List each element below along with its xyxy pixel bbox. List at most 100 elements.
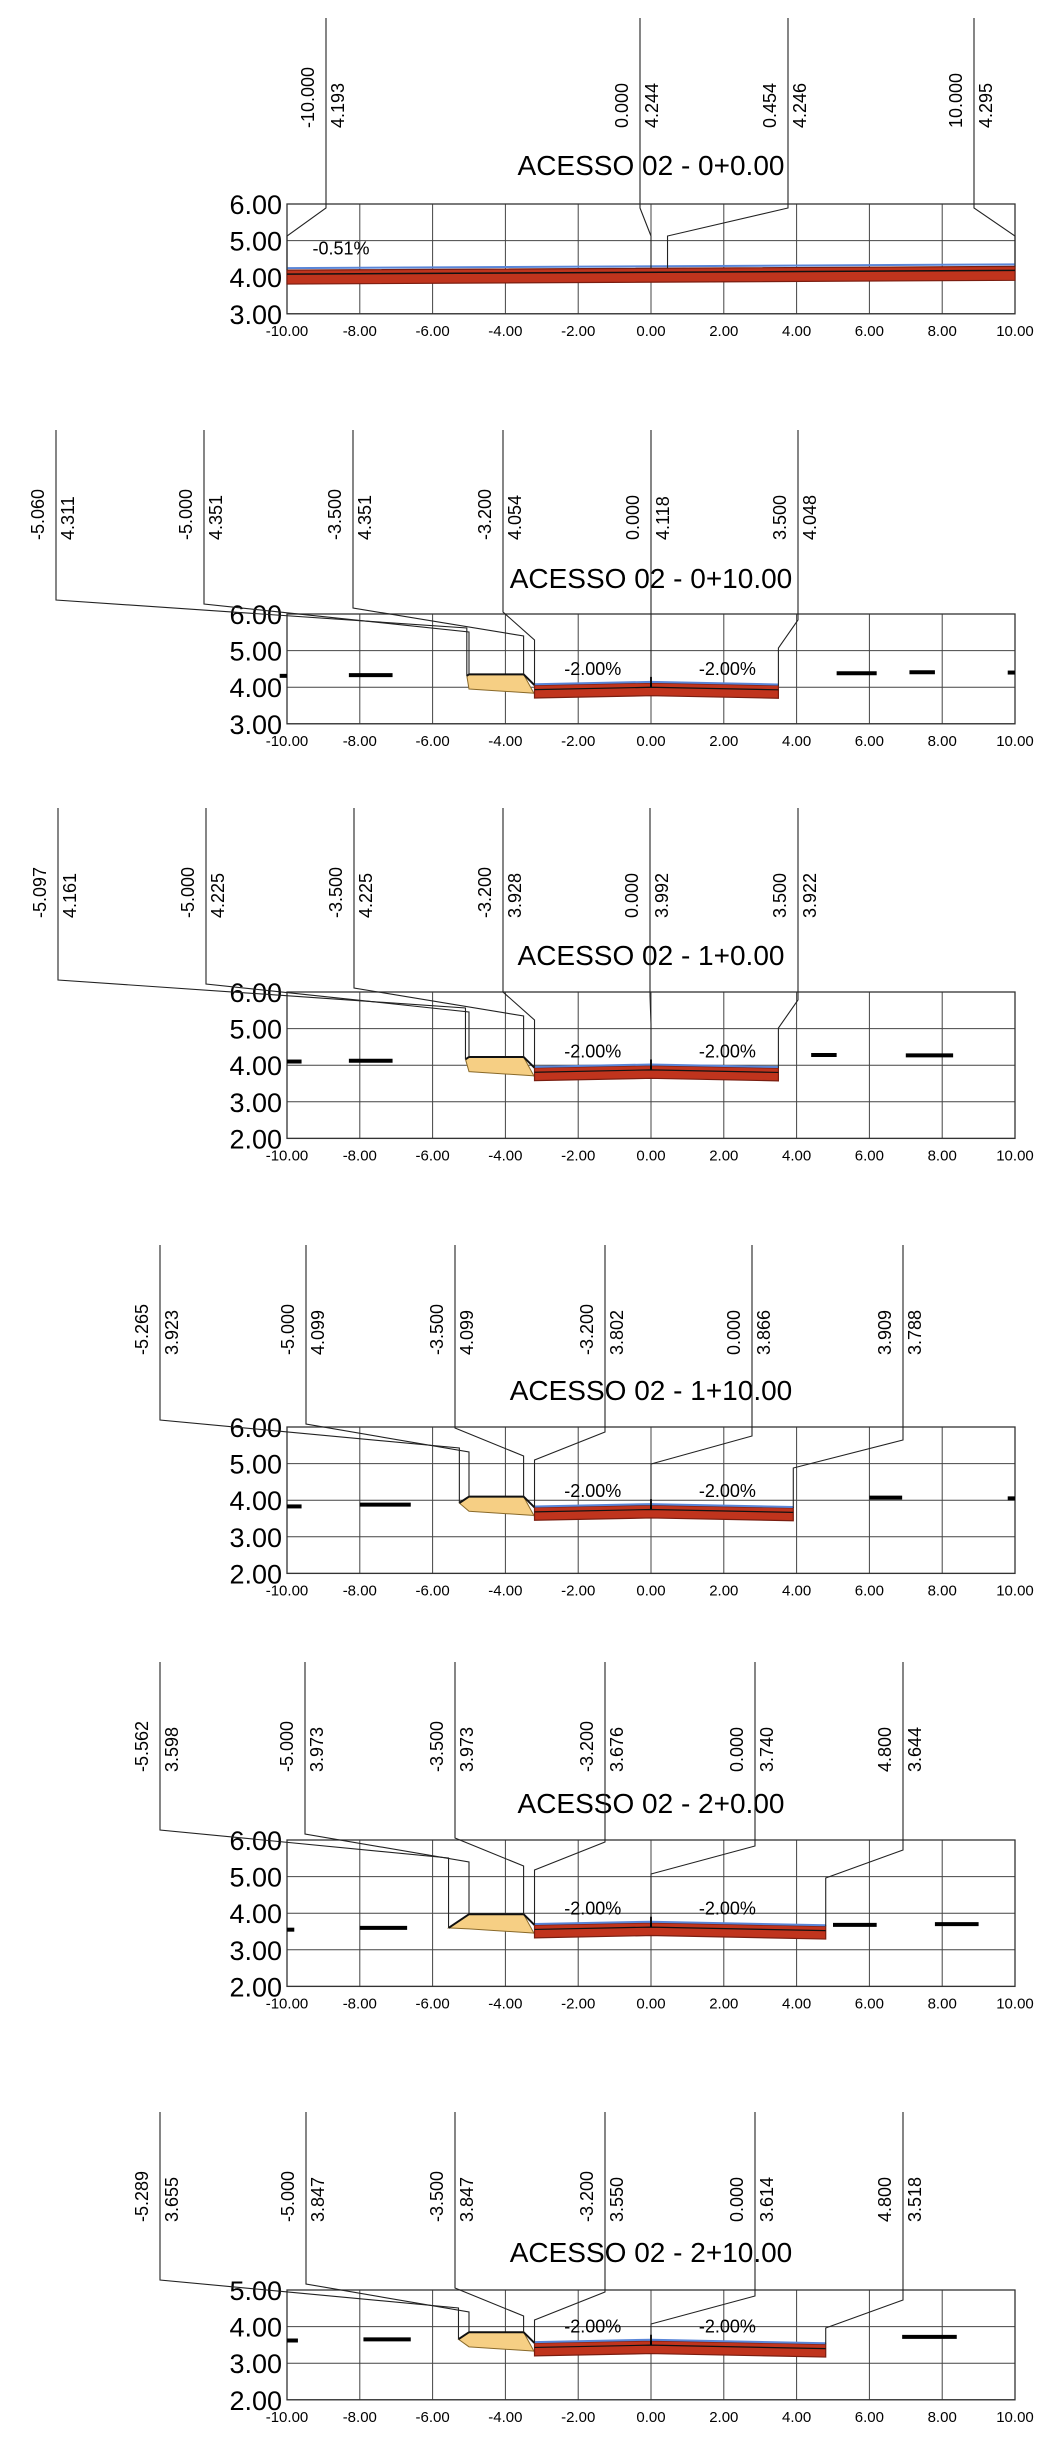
y-tick-label: 4.00 bbox=[229, 1051, 282, 1081]
x-tick-label: 2.00 bbox=[709, 323, 738, 340]
offset-label: 0.000 bbox=[612, 83, 632, 128]
offset-label: 3.500 bbox=[770, 495, 790, 540]
offset-label: -5.289 bbox=[132, 2171, 152, 2222]
x-tick-label: 6.00 bbox=[855, 323, 884, 340]
leader-line bbox=[777, 808, 799, 1069]
sidewalk-fill bbox=[464, 1056, 536, 1078]
elevation-label: 4.054 bbox=[505, 495, 525, 540]
x-tick-label: 10.00 bbox=[996, 1995, 1034, 2012]
y-tick-label: 5.00 bbox=[229, 1015, 282, 1045]
x-tick-label: 10.00 bbox=[996, 323, 1034, 340]
x-tick-label: -10.00 bbox=[266, 1582, 309, 1599]
elevation-label: 3.922 bbox=[800, 873, 820, 918]
offset-label: -5.000 bbox=[278, 1304, 298, 1355]
slope-label: -2.00% bbox=[699, 1899, 756, 1919]
cross-section-5: ACESSO 02 - 2+0.006.005.004.003.002.00-1… bbox=[132, 1662, 1034, 2012]
offset-label: -5.000 bbox=[277, 1721, 297, 1772]
leader-line bbox=[973, 18, 1016, 267]
pavement-layer bbox=[533, 1064, 780, 1082]
leader-line bbox=[205, 808, 470, 1057]
x-tick-label: -2.00 bbox=[561, 1147, 595, 1164]
section-title: ACESSO 02 - 2+0.00 bbox=[518, 1788, 785, 1819]
x-tick-label: 2.00 bbox=[709, 2409, 738, 2426]
offset-label: 0.000 bbox=[724, 1310, 744, 1355]
cross-section-1: ACESSO 02 - 0+0.006.005.004.003.00-10.00… bbox=[229, 18, 1034, 340]
x-tick-label: -8.00 bbox=[343, 2409, 377, 2426]
y-tick-label: 4.00 bbox=[229, 2313, 282, 2343]
x-tick-label: 2.00 bbox=[709, 733, 738, 750]
x-tick-label: 8.00 bbox=[928, 1995, 957, 2012]
offset-label: -3.500 bbox=[325, 489, 345, 540]
slope-label: -2.00% bbox=[699, 1481, 756, 1501]
y-tick-label: 4.00 bbox=[229, 1486, 282, 1516]
offset-label: 0.454 bbox=[760, 83, 780, 128]
leader-line bbox=[533, 1662, 606, 1926]
elevation-label: 3.923 bbox=[162, 1310, 182, 1355]
y-tick-label: 4.00 bbox=[229, 1899, 282, 1929]
offset-label: 0.000 bbox=[727, 1727, 747, 1772]
x-tick-label: 8.00 bbox=[928, 2409, 957, 2426]
x-tick-label: 0.00 bbox=[636, 323, 665, 340]
cross-section-4: ACESSO 02 - 1+10.006.005.004.003.002.00-… bbox=[132, 1245, 1034, 1599]
offset-label: -5.000 bbox=[176, 489, 196, 540]
pavement-layer bbox=[533, 682, 780, 699]
slope-label: -0.51% bbox=[312, 239, 369, 259]
elevation-label: 4.225 bbox=[356, 873, 376, 918]
x-tick-label: 10.00 bbox=[996, 1582, 1034, 1599]
offset-label: -3.200 bbox=[577, 2171, 597, 2222]
y-tick-label: 3.00 bbox=[229, 710, 282, 740]
layer-line bbox=[534, 1926, 826, 1932]
elevation-label: 3.973 bbox=[457, 1727, 477, 1772]
x-tick-label: 6.00 bbox=[855, 733, 884, 750]
leader-line bbox=[203, 430, 470, 675]
sidewalk-curb-line bbox=[466, 673, 536, 686]
elevation-label: 3.614 bbox=[757, 2177, 777, 2222]
x-tick-label: 0.00 bbox=[636, 733, 665, 750]
x-tick-label: 0.00 bbox=[636, 1147, 665, 1164]
section-title: ACESSO 02 - 1+0.00 bbox=[518, 940, 785, 971]
elevation-label: 4.099 bbox=[457, 1310, 477, 1355]
section-title: ACESSO 02 - 2+10.00 bbox=[510, 2237, 793, 2268]
leader-line bbox=[286, 18, 327, 271]
leader-line bbox=[825, 1662, 904, 1927]
elevation-label: 3.676 bbox=[607, 1727, 627, 1772]
slope-label: -2.00% bbox=[564, 1899, 621, 1919]
layer-line bbox=[534, 686, 779, 691]
leader-line bbox=[305, 2112, 470, 2333]
y-tick-label: 6.00 bbox=[229, 1413, 282, 1443]
elevation-label: 3.550 bbox=[607, 2177, 627, 2222]
x-tick-label: 6.00 bbox=[855, 2409, 884, 2426]
x-tick-label: 6.00 bbox=[855, 1147, 884, 1164]
slope-label: -2.00% bbox=[564, 1481, 621, 1501]
offset-label: 0.000 bbox=[727, 2177, 747, 2222]
elevation-label: 4.351 bbox=[355, 495, 375, 540]
leader-line bbox=[352, 430, 525, 675]
elevation-label: 3.973 bbox=[307, 1727, 327, 1772]
cross-section-3: ACESSO 02 - 1+0.006.005.004.003.002.00-1… bbox=[30, 808, 1034, 1164]
x-tick-label: 4.00 bbox=[782, 1582, 811, 1599]
leader-line bbox=[792, 1245, 904, 1508]
offset-label: -5.060 bbox=[28, 489, 48, 540]
offset-label: -5.562 bbox=[132, 1721, 152, 1772]
x-tick-label: -8.00 bbox=[343, 323, 377, 340]
y-tick-label: 3.00 bbox=[229, 1936, 282, 1966]
leader-line bbox=[639, 18, 652, 269]
leader-line bbox=[650, 2112, 756, 2341]
y-tick-label: 2.00 bbox=[229, 1559, 282, 1589]
offset-label: 4.800 bbox=[875, 2177, 895, 2222]
grid-frame bbox=[286, 2289, 1016, 2401]
elevation-label: 3.866 bbox=[754, 1310, 774, 1355]
offset-label: -3.200 bbox=[577, 1721, 597, 1772]
x-tick-label: 8.00 bbox=[928, 323, 957, 340]
elevation-label: 4.118 bbox=[653, 496, 673, 540]
pavement-layer bbox=[286, 265, 1016, 285]
grid-frame bbox=[286, 991, 1016, 1140]
y-tick-label: 5.00 bbox=[229, 1863, 282, 1893]
x-tick-label: 8.00 bbox=[928, 1147, 957, 1164]
x-tick-label: -4.00 bbox=[488, 733, 522, 750]
leader-line bbox=[454, 1662, 525, 1915]
elevation-label: 3.598 bbox=[162, 1727, 182, 1772]
x-tick-label: -8.00 bbox=[343, 1147, 377, 1164]
x-tick-label: -6.00 bbox=[415, 733, 449, 750]
